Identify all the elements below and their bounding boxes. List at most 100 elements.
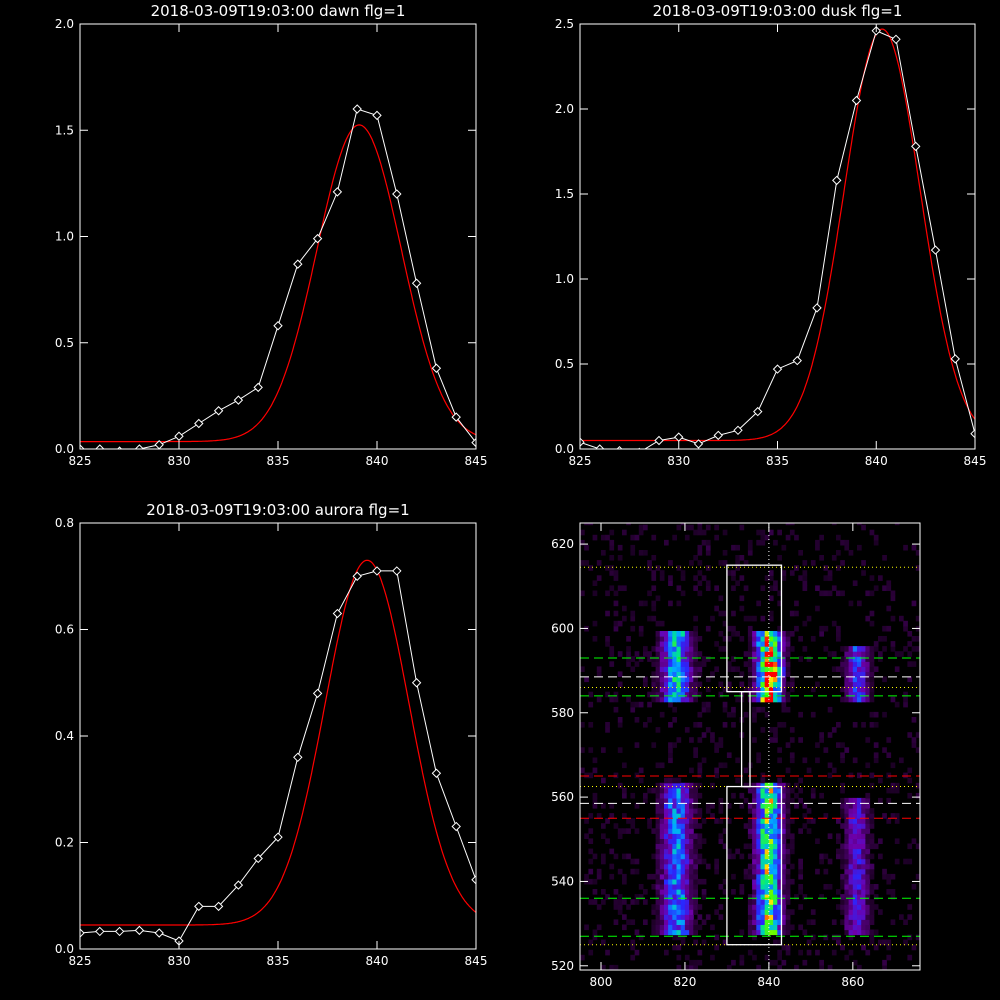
heatmap-cell	[777, 636, 782, 642]
heatmap-cell	[789, 843, 795, 850]
heatmap-cell	[747, 919, 753, 925]
heatmap-cell	[659, 787, 665, 794]
heatmap-cell	[764, 878, 770, 885]
heatmap-cell	[659, 884, 665, 890]
heatmap-cell	[689, 873, 694, 880]
heatmap-cell	[777, 676, 782, 683]
heatmap-cell	[643, 792, 648, 799]
data-point-diamond	[233, 880, 244, 890]
heatmap-cell	[773, 863, 778, 870]
heatmap-cell	[655, 666, 661, 672]
heatmap-cell	[756, 843, 761, 850]
heatmap-cell	[857, 833, 862, 839]
heatmap-cell	[601, 964, 606, 970]
heatmap-cell	[789, 818, 795, 824]
heatmap-cell	[676, 524, 682, 531]
heatmap-cell	[609, 555, 615, 561]
heatmap-cell	[630, 868, 636, 875]
heatmap-cell	[878, 797, 883, 804]
heatmap-cell	[710, 813, 715, 819]
heatmap-cell	[760, 661, 766, 667]
heatmap-cell	[865, 666, 871, 672]
heatmap-cell	[773, 853, 778, 860]
heatmap-cell	[865, 661, 871, 667]
heatmap-cell	[848, 661, 854, 667]
heatmap-cell	[848, 666, 854, 672]
heatmap-cell	[886, 752, 892, 758]
heatmap-cell	[588, 691, 594, 698]
heatmap-cell	[664, 641, 669, 647]
heatmap-cell	[773, 782, 778, 789]
heatmap-cell	[777, 964, 782, 970]
heatmap-cell	[857, 924, 862, 931]
integration-box	[726, 785, 783, 946]
heatmap-cell	[764, 656, 770, 662]
heatmap-cell	[798, 863, 803, 870]
heatmap-cell	[756, 782, 761, 789]
heatmap-cell	[726, 964, 732, 970]
heatmap-cell	[693, 858, 698, 865]
heatmap-cell	[810, 787, 816, 794]
heatmap-cell	[626, 904, 631, 910]
heatmap-cell	[643, 600, 648, 607]
heatmap-cell	[798, 777, 803, 784]
heatmap-cell	[752, 919, 757, 925]
heatmap-cell	[756, 691, 761, 698]
heatmap-cell	[655, 696, 661, 703]
heatmap-cell	[773, 924, 778, 931]
heatmap-cell	[747, 833, 753, 839]
heatmap-cell	[777, 777, 782, 784]
heatmap-cell	[609, 696, 615, 703]
heatmap-cell	[718, 914, 724, 920]
heatmap-cell	[777, 808, 782, 814]
heatmap-cell	[865, 833, 871, 839]
heatmap-cell	[806, 828, 812, 834]
heatmap-cell	[588, 939, 594, 946]
heatmap-cell	[735, 555, 740, 561]
heatmap-cell	[869, 813, 875, 819]
heatmap-cell	[781, 787, 787, 794]
heatmap-cell	[777, 873, 782, 880]
heatmap-cell	[844, 823, 850, 829]
heatmap-cell	[668, 787, 673, 794]
heatmap-cell	[722, 878, 728, 885]
heatmap-cell	[622, 762, 627, 769]
heatmap-cell	[684, 631, 690, 637]
heatmap-cell	[760, 873, 766, 880]
heatmap-cell	[668, 747, 673, 753]
heatmap-cell	[601, 747, 606, 753]
heatmap-cell	[810, 636, 816, 642]
heatmap-cell	[680, 848, 686, 855]
heatmap-cell	[823, 590, 829, 597]
heatmap-cell	[903, 625, 908, 632]
heatmap-cell	[676, 899, 682, 905]
heatmap-cell	[672, 636, 677, 642]
heatmap-cell	[869, 929, 875, 936]
heatmap-cell	[747, 949, 753, 956]
heatmap-cell	[680, 914, 686, 920]
heatmap-cell	[848, 868, 854, 875]
data-point-diamond	[792, 355, 802, 366]
heatmap-cell	[890, 919, 896, 925]
heatmap-cell	[726, 686, 732, 693]
heatmap-cell	[764, 884, 770, 890]
heatmap-cell	[857, 853, 862, 860]
heatmap-cell	[773, 889, 778, 895]
heatmap-cell	[596, 696, 602, 703]
heatmap-cell	[802, 560, 808, 566]
heatmap-cell	[857, 838, 862, 844]
heatmap-cell	[831, 919, 837, 925]
heatmap-cell	[785, 782, 791, 789]
heatmap-cell	[760, 671, 766, 677]
heatmap-cell	[798, 550, 803, 556]
heatmap-cell	[823, 813, 829, 819]
heatmap-cell	[752, 787, 757, 794]
heatmap-cell	[718, 797, 724, 804]
heatmap-cell	[915, 873, 920, 880]
heatmap-cell	[731, 610, 736, 617]
heatmap-cell	[861, 671, 866, 677]
heatmap-cell	[857, 929, 862, 936]
heatmap-cell	[693, 959, 698, 966]
heatmap-cell	[588, 848, 594, 855]
heatmap-cell	[605, 894, 610, 900]
